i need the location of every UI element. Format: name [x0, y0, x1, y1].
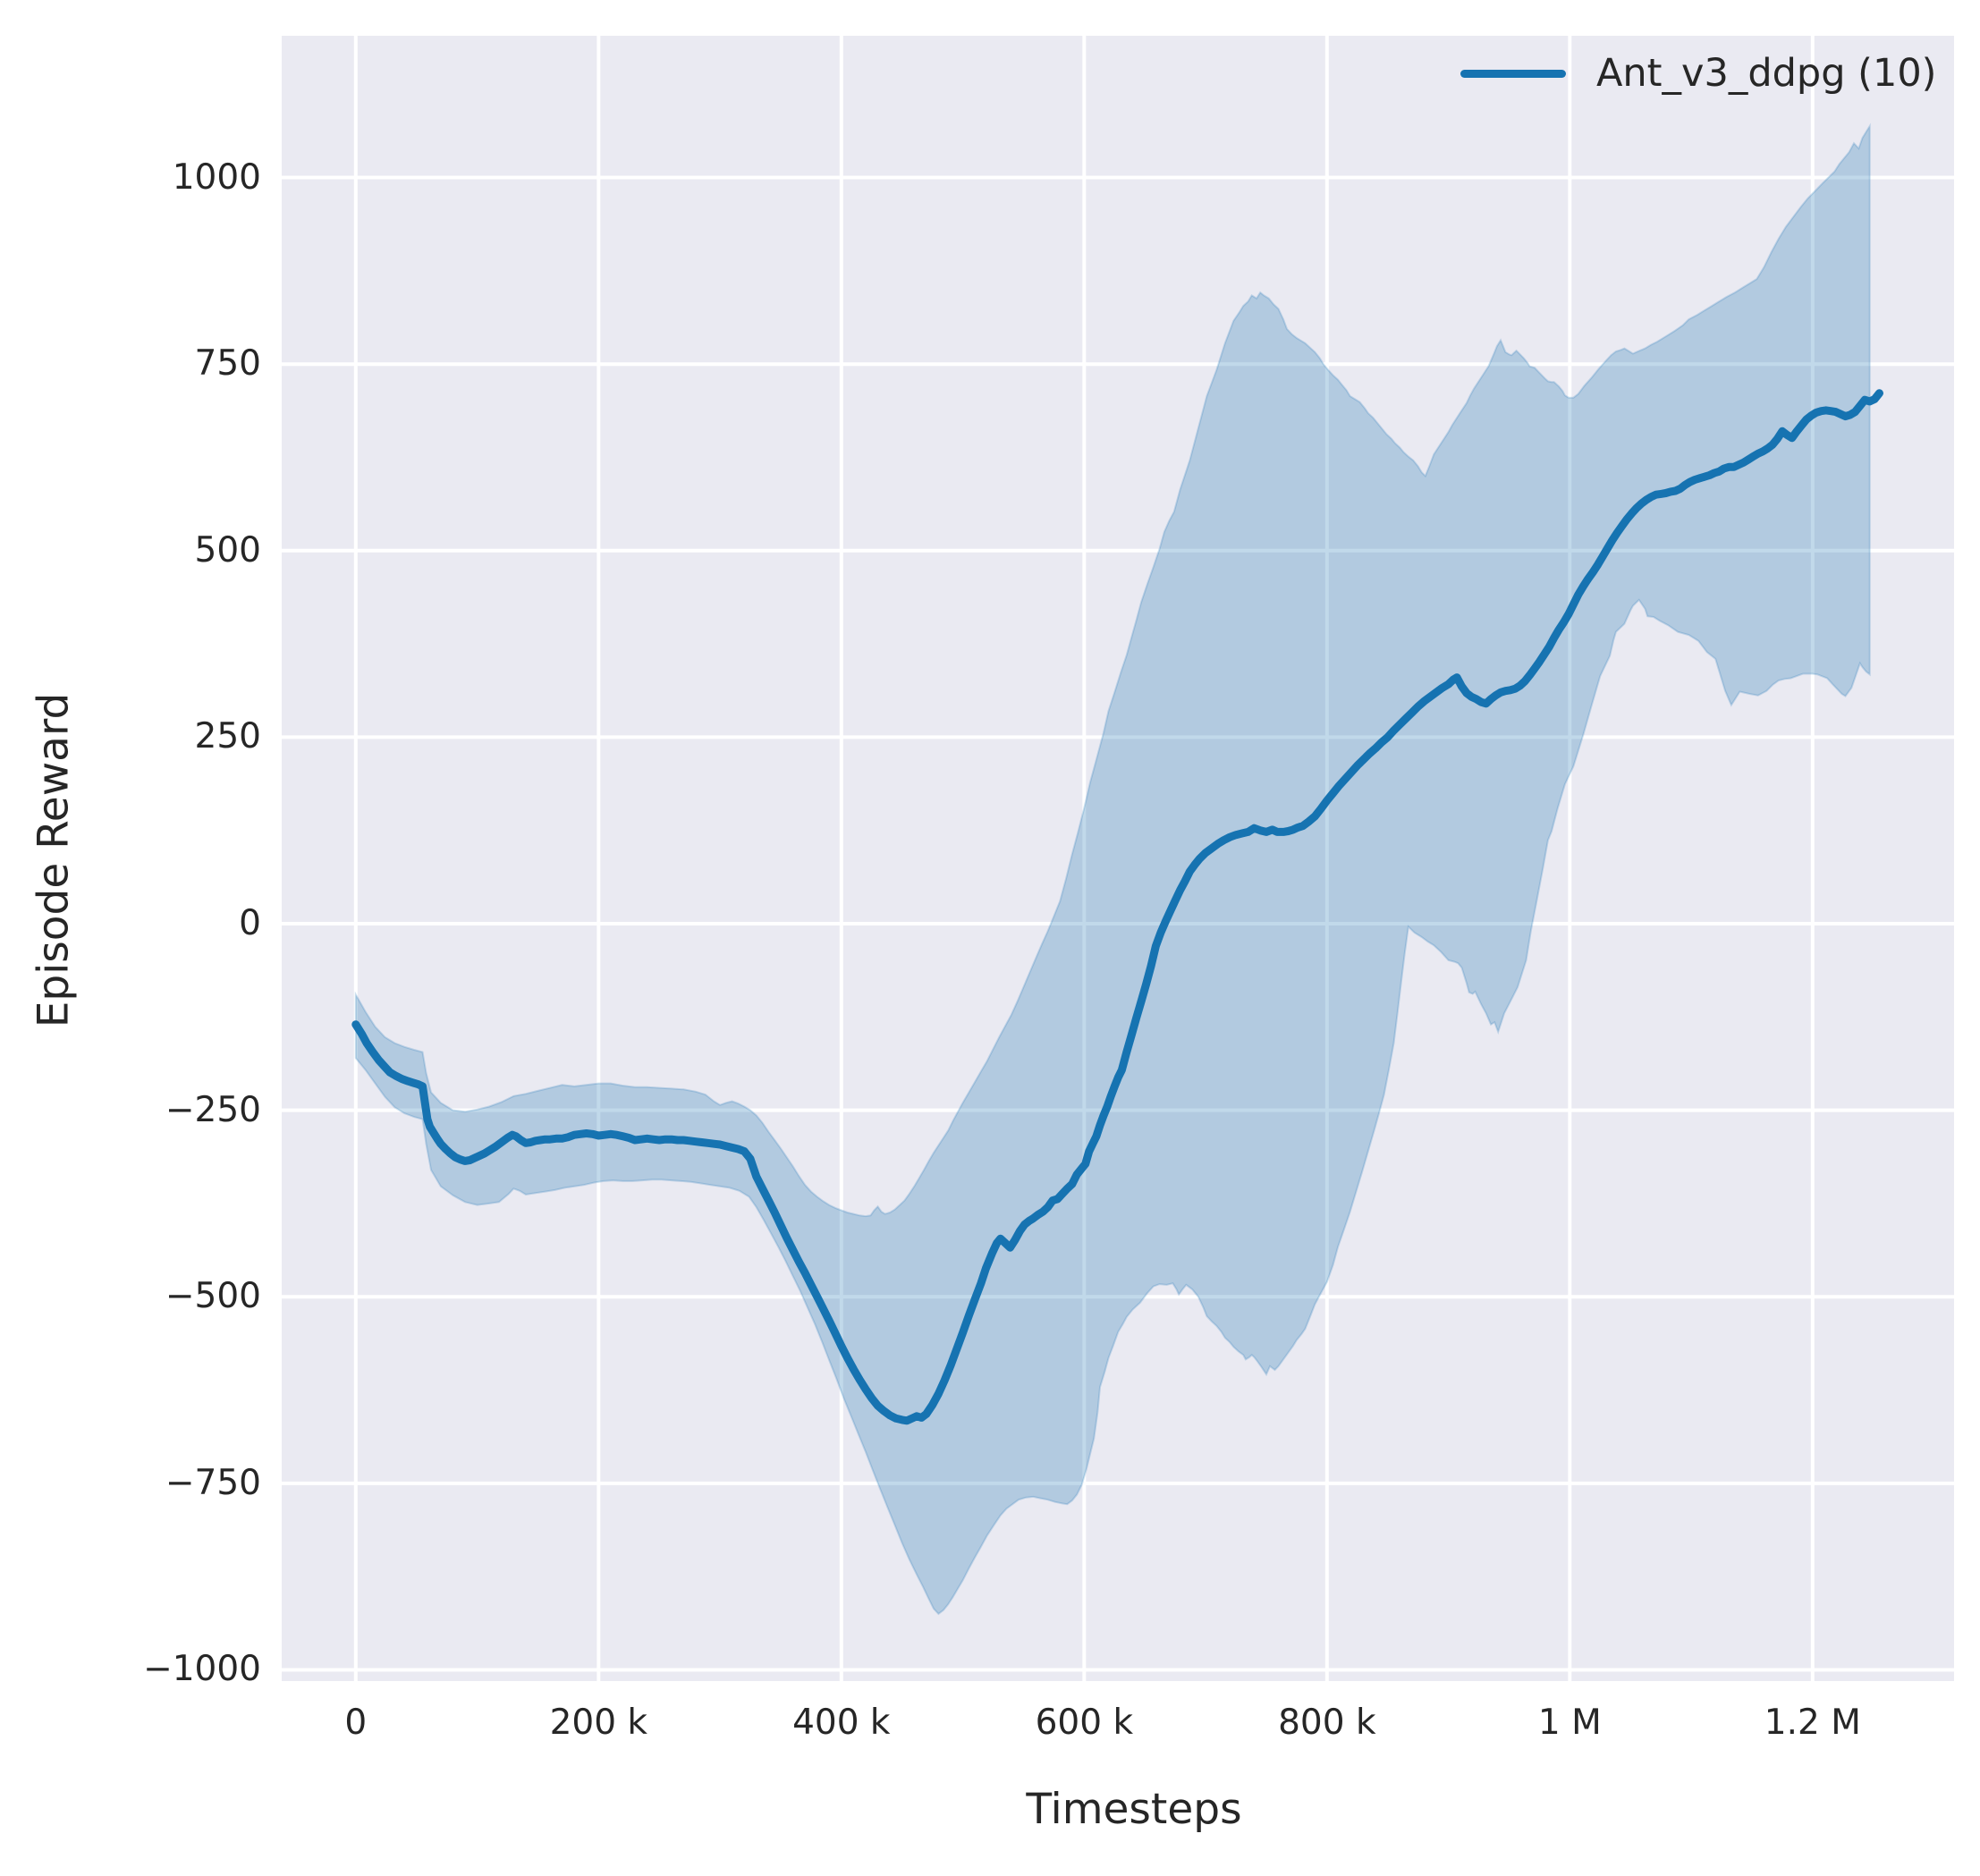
y-tick-label: −1000 [143, 1649, 261, 1690]
x-tick-label: 800 k [1278, 1703, 1376, 1743]
x-tick-label: 1.2 M [1764, 1703, 1861, 1743]
x-tick-label: 0 [344, 1703, 368, 1743]
legend-line-swatch [1460, 69, 1566, 78]
y-tick-label: −500 [165, 1276, 261, 1317]
chart-svg [282, 36, 1954, 1681]
x-tick-label: 400 k [792, 1703, 891, 1743]
plot-area [282, 36, 1954, 1681]
gridlines [282, 36, 1954, 1681]
mean-line [351, 389, 1883, 1425]
y-tick-label: 1000 [172, 156, 261, 198]
y-tick-label: −250 [165, 1089, 261, 1130]
legend-label: Ant_v3_ddpg (10) [1596, 51, 1937, 96]
y-tick-label: 750 [194, 343, 261, 384]
y-tick-label: 0 [239, 903, 261, 944]
legend: Ant_v3_ddpg (10) [1460, 50, 1936, 97]
y-tick-label: −750 [165, 1462, 261, 1503]
x-tick-label: 200 k [549, 1703, 648, 1743]
x-axis-label: Timesteps [1026, 1785, 1242, 1834]
x-tick-label: 1 M [1537, 1703, 1602, 1743]
x-tick-label: 600 k [1035, 1703, 1134, 1743]
y-tick-label: 500 [194, 529, 261, 570]
y-axis-label: Episode Reward [29, 692, 79, 1028]
confidence-band [354, 123, 1871, 1616]
y-tick-label: 250 [194, 716, 261, 757]
